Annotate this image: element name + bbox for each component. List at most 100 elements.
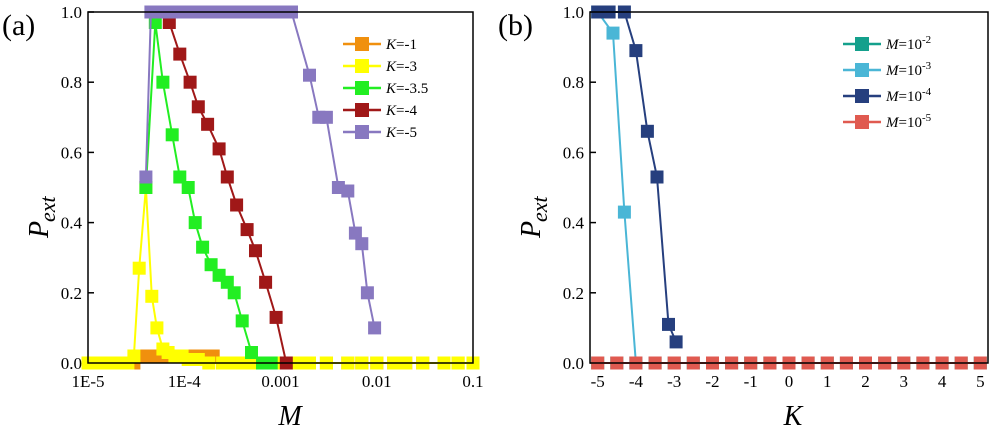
data-point: [162, 16, 176, 29]
legend-item: M=10-2: [843, 34, 931, 53]
data-point: [148, 16, 162, 29]
legend-label: M=10-5: [885, 112, 932, 131]
panel-b-xlabel: K: [783, 401, 804, 430]
data-point: [150, 321, 164, 335]
x-tick-label: -1: [744, 372, 758, 391]
data-point: [220, 170, 234, 184]
legend-label: M=10-3: [885, 60, 932, 79]
panel-b: (b) P ext K 0.0 0.2 0.4 0.6 0.8 1.0 -5 -4 -3 -2 -1…: [498, 3, 989, 430]
legend-swatch-marker: [855, 115, 869, 129]
data-point: [132, 261, 146, 275]
legend-item: K=-1: [343, 37, 417, 53]
y-tick-label: 0.4: [61, 214, 83, 233]
panel-b-ticks: 0.0 0.2 0.4 0.6 0.8 1.0 -5 -4 -3 -2 -1 0 1 2 3 4 5: [563, 3, 985, 391]
x-tick-label: 1E-5: [71, 372, 104, 391]
x-tick-label: 3: [900, 372, 909, 391]
legend-item: K=-4: [343, 103, 417, 119]
y-tick-label: 0.4: [563, 214, 585, 233]
legend-label: K=-1: [385, 37, 417, 53]
panel-a-plot-area: [81, 5, 480, 370]
y-tick-label: 0.6: [61, 143, 82, 162]
data-point: [606, 26, 620, 40]
data-point: [227, 286, 241, 300]
data-point: [196, 240, 210, 254]
legend-swatch-marker: [355, 125, 369, 139]
data-point: [183, 75, 197, 89]
legend-item: K=-3: [343, 59, 417, 75]
series-line: [596, 11, 637, 364]
y-tick-label: 0.8: [61, 73, 82, 92]
data-point: [368, 321, 382, 335]
legend-item: M=10-4: [843, 86, 932, 105]
data-point: [173, 170, 187, 184]
x-tick-label: 2: [861, 372, 870, 391]
x-tick-label: 0: [785, 372, 794, 391]
data-point: [319, 110, 333, 124]
data-point: [348, 226, 362, 240]
data-point: [127, 349, 141, 363]
data-point: [181, 181, 195, 194]
x-tick-label: 5: [976, 372, 985, 391]
legend-label: M=10-2: [885, 34, 931, 53]
data-point: [212, 142, 226, 156]
y-tick-label: 1.0: [563, 3, 584, 22]
legend-swatch-marker: [855, 63, 869, 77]
panel-a-frame: [87, 11, 474, 364]
data-point: [220, 275, 234, 289]
panel-b-ylabel-sub: ext: [527, 195, 552, 222]
panel-a-ylabel-sub: ext: [35, 195, 60, 222]
legend-label: K=-5: [385, 125, 417, 141]
x-tick-label: -4: [629, 372, 644, 391]
data-point: [139, 181, 153, 194]
data-point: [173, 47, 187, 61]
panel-b-frame: [589, 11, 989, 364]
legend-swatch-marker: [855, 89, 869, 103]
panel-a: (a) P ext M 0.00.20.40.60.81.01E-5 1E-4 0.…: [2, 3, 484, 430]
x-tick-label: -2: [705, 372, 719, 391]
legend-swatch-marker: [855, 37, 869, 51]
x-tick-label: 0.1: [462, 372, 483, 391]
panel-a-ylabel: P ext: [24, 195, 60, 239]
data-point: [341, 184, 355, 198]
data-point: [240, 223, 254, 237]
x-tick-label: 1E-4: [168, 372, 202, 391]
data-point: [188, 216, 202, 230]
panel-b-ylabel-main: P: [516, 221, 547, 239]
panel-a-xlabel: M: [277, 401, 303, 430]
panel-b-label: (b): [498, 9, 533, 42]
data-point: [249, 244, 262, 258]
panel-b-ylabel: P ext: [516, 195, 552, 239]
series-K=-3.5: [139, 16, 278, 370]
data-point: [360, 286, 374, 300]
legend-item: K=-5: [343, 125, 417, 141]
series-K=-4: [162, 16, 293, 370]
x-tick-label: 0.01: [362, 372, 392, 391]
data-point: [662, 317, 675, 331]
data-point: [191, 100, 205, 114]
legend-swatch-marker: [355, 103, 369, 117]
data-point: [669, 335, 683, 349]
series-M=10^-3: [591, 5, 643, 370]
data-point: [355, 237, 369, 251]
legend-label: M=10-4: [885, 86, 932, 105]
data-point: [204, 258, 218, 272]
series-M=10^-4: [591, 5, 683, 349]
data-point: [165, 128, 179, 142]
y-tick-label: 0.8: [563, 73, 584, 92]
data-point: [235, 314, 249, 328]
data-point: [139, 170, 153, 184]
legend-item: M=10-5: [843, 112, 932, 131]
panel-a-ylabel-main: P: [24, 221, 55, 239]
panel-b-legend: M=10-2 M=10-3 M=10-4 M=10-5: [843, 34, 932, 131]
data-point: [650, 170, 664, 184]
series-line: [597, 11, 678, 343]
x-tick-label: 0.001: [261, 372, 299, 391]
legend-swatch-marker: [355, 37, 369, 51]
y-tick-label: 0.0: [563, 354, 584, 373]
legend-label: K=-3: [385, 59, 417, 75]
data-point: [303, 68, 316, 82]
data-point: [629, 44, 643, 58]
legend-swatch-marker: [355, 81, 369, 95]
legend-item: K=-3.5: [343, 81, 428, 97]
